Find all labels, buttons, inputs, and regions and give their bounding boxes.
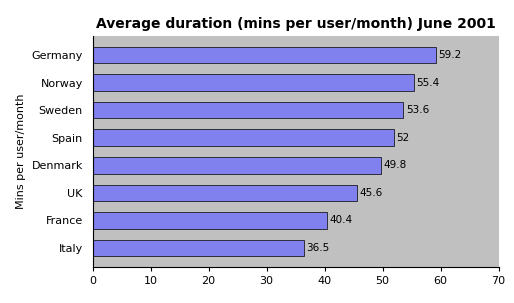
Title: Average duration (mins per user/month) June 2001: Average duration (mins per user/month) J… [96, 17, 495, 31]
Text: 52: 52 [396, 133, 410, 143]
Bar [93, 157, 381, 174]
Text: 45.6: 45.6 [359, 188, 382, 198]
Text: 40.4: 40.4 [329, 215, 352, 225]
Text: 59.2: 59.2 [438, 50, 462, 60]
Bar [93, 47, 436, 63]
Text: 36.5: 36.5 [306, 243, 330, 253]
Bar [93, 212, 327, 229]
Text: 49.8: 49.8 [384, 160, 407, 170]
Y-axis label: Mins per user/month: Mins per user/month [16, 94, 26, 209]
Text: 53.6: 53.6 [406, 105, 429, 115]
Bar [93, 185, 357, 201]
Text: 55.4: 55.4 [416, 78, 439, 88]
Bar [93, 74, 414, 91]
Bar [93, 240, 304, 256]
Bar [93, 102, 403, 118]
Bar [93, 129, 394, 146]
